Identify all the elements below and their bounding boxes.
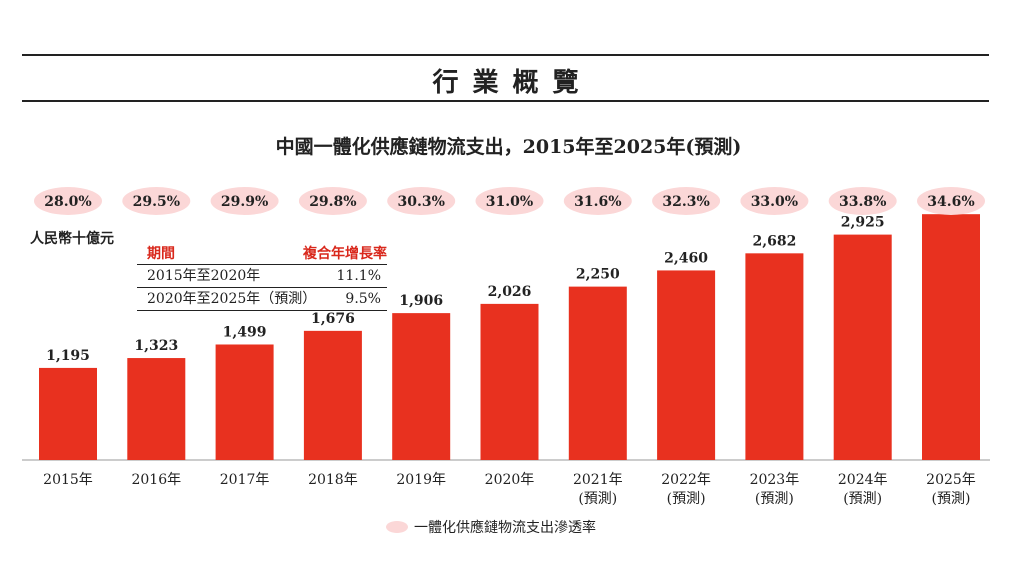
- bar: [745, 253, 804, 460]
- cagr-table-header: 期間 複合年增長率: [137, 244, 387, 265]
- rate-badge: [34, 187, 102, 215]
- bar-value-label: 2,460: [664, 250, 708, 266]
- rate-badge-label: 28.0%: [44, 194, 91, 210]
- rate-badge-label: 33.8%: [839, 194, 886, 210]
- bottom-rule: [22, 100, 989, 102]
- rate-badge-label: 29.8%: [309, 194, 356, 210]
- x-tick-sublabel: (預測): [755, 491, 794, 507]
- bar-value-label: 1,499: [223, 324, 267, 340]
- bar-value-label: 1,676: [311, 311, 355, 327]
- bar-value-label: 1,195: [46, 348, 90, 364]
- x-tick-label: 2025年: [926, 472, 976, 488]
- bar-value-label: 1,323: [134, 338, 178, 354]
- x-tick-label: 2017年: [220, 472, 270, 488]
- x-tick-label: 2019年: [396, 472, 446, 488]
- rate-badge: [917, 187, 985, 215]
- x-tick-label: 2023年: [750, 472, 800, 488]
- cagr-rate: 11.1%: [336, 268, 381, 284]
- rate-badge: [387, 187, 456, 215]
- bar: [922, 214, 980, 460]
- bar: [215, 344, 274, 460]
- rate-badge: [298, 187, 367, 215]
- rate-badge-label: 29.5%: [133, 194, 180, 210]
- bar: [39, 367, 97, 460]
- cagr-header-period: 期間: [147, 246, 175, 262]
- bar-value-label: 1,906: [399, 293, 443, 309]
- bar: [480, 303, 539, 460]
- x-tick-label: 2024年: [838, 472, 888, 488]
- bar: [392, 313, 451, 460]
- x-tick-label: 2015年: [43, 472, 93, 488]
- legend-swatch: [386, 521, 408, 533]
- cagr-row: 2020年至2025年（預測） 9.5%: [137, 288, 387, 311]
- rate-badge-label: 31.0%: [486, 194, 533, 210]
- x-tick-sublabel: (預測): [932, 491, 971, 507]
- section-title: 行業概覽: [432, 68, 593, 98]
- x-tick-label: 2022年: [661, 472, 711, 488]
- cagr-period: 2020年至2025年（預測）: [147, 291, 317, 307]
- cagr-period: 2015年至2020年: [147, 268, 261, 284]
- x-tick-sublabel: (預測): [843, 491, 882, 507]
- rate-badge-label: 32.3%: [662, 194, 709, 210]
- cagr-table: 期間 複合年增長率 2015年至2020年 11.1% 2020年至2025年（…: [137, 244, 387, 311]
- rate-badge-label: 31.6%: [574, 194, 621, 210]
- legend-label: 一體化供應鏈物流支出滲透率: [414, 520, 596, 536]
- x-tick-label: 2016年: [131, 472, 181, 488]
- top-rule: [22, 54, 989, 56]
- x-tick-sublabel: (預測): [578, 491, 617, 507]
- x-tick-label: 2020年: [485, 472, 535, 488]
- bar: [303, 330, 362, 460]
- rate-badge: [122, 187, 191, 215]
- rate-badge-label: 30.3%: [397, 194, 444, 210]
- rate-badge-label: 34.6%: [927, 194, 974, 210]
- bar-value-label: 2,026: [488, 284, 532, 300]
- bar: [833, 234, 892, 460]
- cagr-rate: 9.5%: [345, 291, 381, 307]
- chart-title: 中國一體化供應鏈物流支出，2015年至2025年(預測): [275, 136, 742, 158]
- cagr-row: 2015年至2020年 11.1%: [137, 265, 387, 288]
- x-tick-label: 2021年: [573, 472, 623, 488]
- rate-badge: [740, 187, 809, 215]
- rate-badge: [210, 187, 279, 215]
- x-tick-label: 2018年: [308, 472, 358, 488]
- rate-badge: [652, 187, 721, 215]
- rate-badge: [475, 187, 544, 215]
- bar: [127, 358, 186, 460]
- bar-value-label: 2,250: [576, 267, 620, 283]
- bar-value-label: 2,682: [752, 233, 796, 249]
- bar-value-label: 2,925: [841, 215, 885, 231]
- rate-badge-label: 33.0%: [751, 194, 798, 210]
- rate-badge: [828, 187, 897, 215]
- cagr-header-rate: 複合年增長率: [303, 246, 387, 262]
- x-tick-sublabel: (預測): [667, 491, 706, 507]
- rate-badge-label: 29.9%: [221, 194, 268, 210]
- y-axis-unit-label: 人民幣十億元: [30, 231, 114, 247]
- rate-badge: [563, 187, 632, 215]
- bar: [657, 270, 716, 460]
- legend: 一體化供應鏈物流支出滲透率: [386, 517, 596, 537]
- bar: [568, 286, 627, 460]
